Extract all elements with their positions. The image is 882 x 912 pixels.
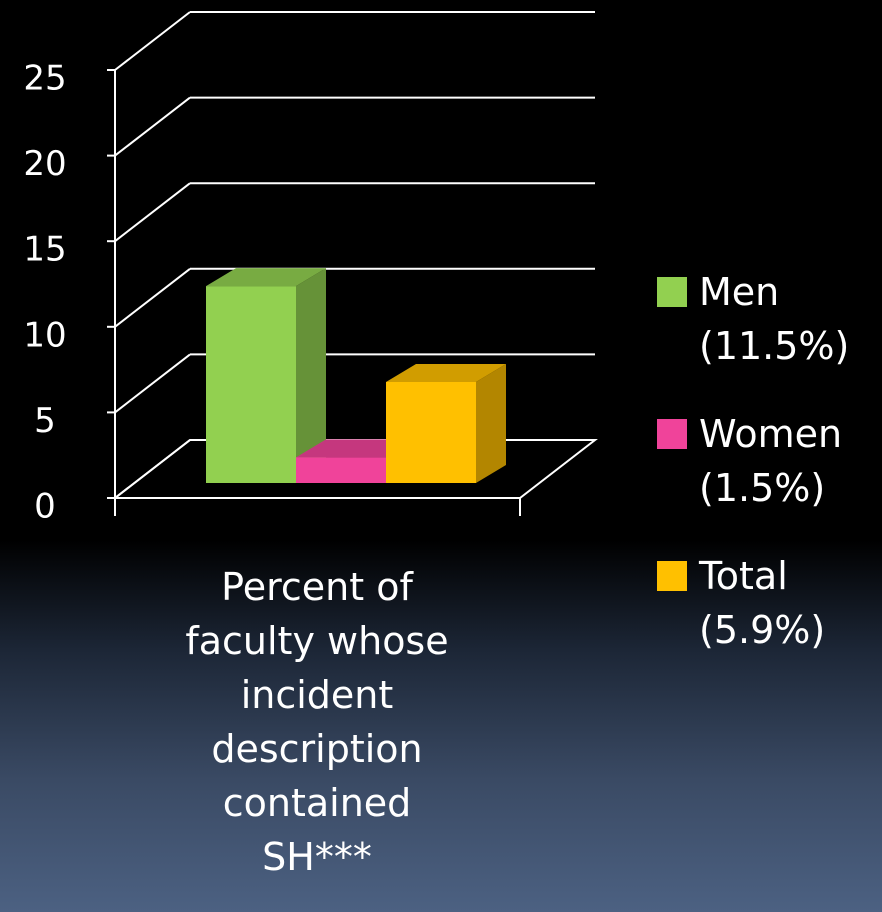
y-tick-label: 0 (34, 487, 56, 527)
grid-line (114, 353, 191, 414)
grid-line (114, 96, 191, 157)
y-tick-label: 15 (23, 230, 66, 270)
y-tick-label: 10 (23, 315, 66, 355)
grid-line (114, 182, 191, 242)
y-tick-label: 5 (34, 401, 56, 441)
legend-item: Men (11.5%) (657, 265, 877, 373)
bar (206, 286, 296, 483)
bar (386, 381, 476, 483)
legend-swatch (657, 561, 687, 591)
legend-swatch (657, 277, 687, 307)
legend-label: Total (5.9%) (699, 554, 826, 652)
legend-label: Men (11.5%) (699, 270, 850, 368)
legend-label: Women (1.5%) (699, 412, 843, 510)
legend-swatch (657, 419, 687, 449)
bar-side (476, 363, 506, 483)
legend-item: Women (1.5%) (657, 407, 877, 515)
x-tick-label: Percent of faculty whose incident descri… (185, 565, 449, 879)
bar-top (206, 268, 326, 287)
grid-line (114, 268, 191, 328)
y-tick-label: 20 (23, 144, 66, 184)
bar (296, 457, 386, 483)
bar-top (386, 363, 506, 382)
y-tick-label: 25 (23, 59, 66, 99)
grid-line (114, 439, 191, 499)
grid-line (114, 11, 191, 71)
bar-side (296, 268, 326, 483)
legend-item: Total (5.9%) (657, 549, 877, 657)
